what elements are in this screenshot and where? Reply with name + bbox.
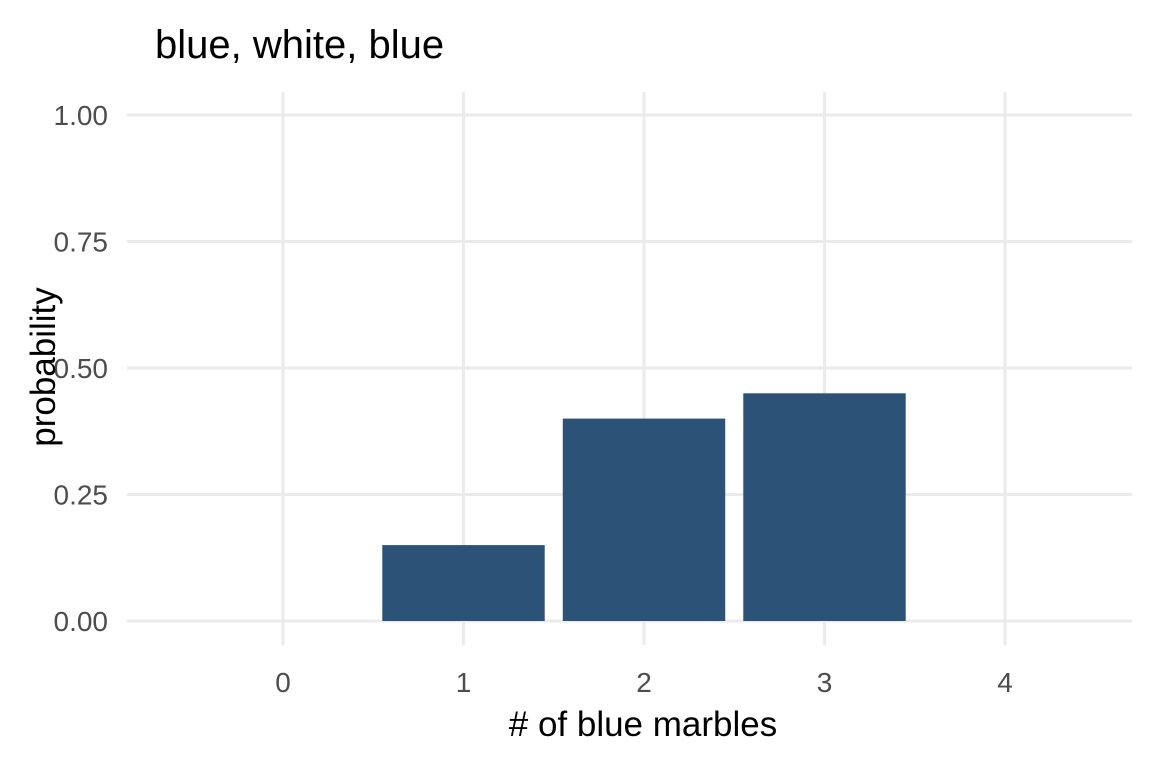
- y-tick-label: 0.00: [54, 606, 109, 637]
- y-tick-label: 0.75: [54, 227, 109, 258]
- y-axis-ticks: 0.00 0.25 0.50 0.75 1.00: [54, 100, 109, 637]
- chart-title: blue, white, blue: [155, 23, 444, 67]
- x-axis-title: # of blue marbles: [509, 705, 777, 744]
- bar: [562, 418, 726, 621]
- x-tick-label: 0: [275, 667, 291, 698]
- y-tick-label: 1.00: [54, 100, 109, 131]
- y-tick-label: 0.25: [54, 480, 109, 511]
- x-tick-label: 3: [817, 667, 833, 698]
- x-tick-label: 1: [456, 667, 472, 698]
- x-axis-ticks: 0 1 2 3 4: [275, 667, 1013, 698]
- x-tick-label: 2: [636, 667, 652, 698]
- y-axis-title: probability: [24, 287, 63, 447]
- bar: [743, 393, 906, 621]
- grid: [127, 92, 1132, 645]
- bars: [382, 393, 906, 621]
- bar: [382, 545, 545, 621]
- x-tick-label: 4: [997, 667, 1013, 698]
- y-tick-label: 0.50: [54, 353, 109, 384]
